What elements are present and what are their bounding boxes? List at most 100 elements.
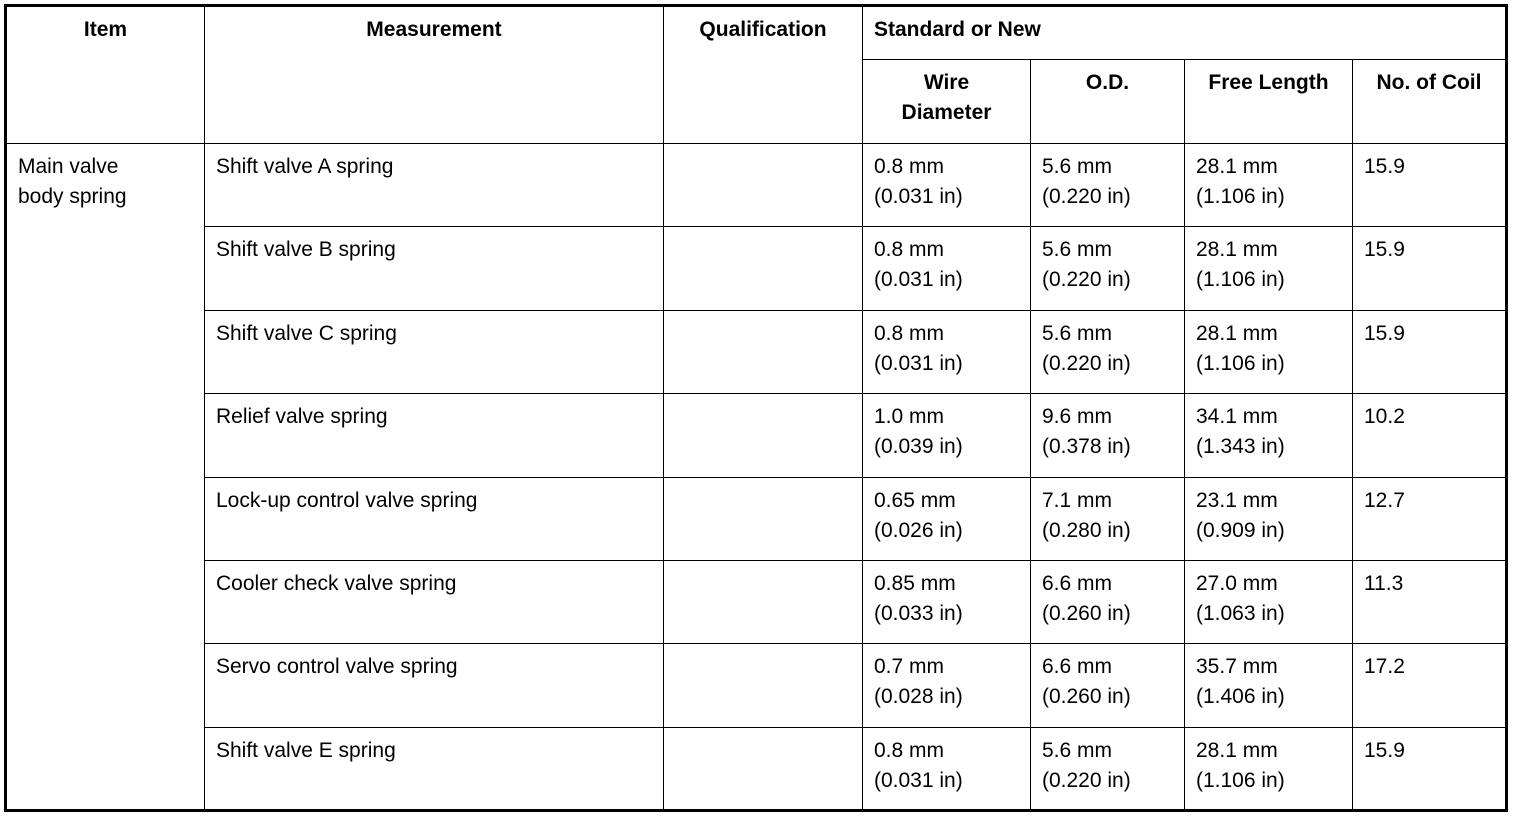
value-mm: 28.1 mm <box>1196 321 1278 345</box>
qualification-cell <box>663 643 863 728</box>
od-cell: 6.6 mm (0.260 in) <box>1030 559 1185 645</box>
value-mm: 28.1 mm <box>1196 155 1278 178</box>
value-mm: 0.7 mm <box>874 655 945 679</box>
length-cell: 27.0 mm (1.063 in) <box>1184 559 1353 645</box>
qualification-cell <box>663 726 863 812</box>
wire-cell: 0.8 mm (0.031 in) <box>862 726 1031 812</box>
qualification-cell <box>663 226 863 311</box>
table-row: Shift valve C spring 0.8 mm (0.031 in) 5.6 … <box>6 309 1507 395</box>
header-coils: No. of Coil <box>1352 59 1507 144</box>
value-mm: 6.6 mm <box>1042 655 1113 679</box>
value-in: (0.280 in) <box>1042 518 1131 542</box>
od-cell: 5.6 mm (0.220 in) <box>1030 226 1185 311</box>
qualification-cell <box>663 559 863 645</box>
coils-cell: 17.2 <box>1352 643 1507 728</box>
od-cell: 5.6 mm (0.220 in) <box>1030 309 1185 395</box>
qualification-cell <box>663 476 863 561</box>
value-in: (1.106 in) <box>1196 268 1285 292</box>
value-in: (0.220 in) <box>1042 185 1131 208</box>
measurement-cell: Shift valve B spring <box>204 226 664 311</box>
table-row: Cooler check valve spring 0.85 mm (0.033 i… <box>6 559 1507 645</box>
header-measurement: Measurement <box>204 5 664 144</box>
wire-cell: 0.7 mm (0.028 in) <box>862 643 1031 728</box>
value-in: (0.378 in) <box>1042 435 1131 459</box>
value-in: (0.033 in) <box>874 601 963 625</box>
length-cell: 34.1 mm (1.343 in) <box>1184 393 1353 478</box>
od-cell: 9.6 mm (0.378 in) <box>1030 393 1185 478</box>
value-mm: 0.8 mm <box>874 238 945 262</box>
value-mm: 0.85 mm <box>874 571 956 595</box>
value-in: (0.260 in) <box>1042 685 1131 709</box>
value-mm: 0.8 mm <box>874 321 945 345</box>
table-row: Servo control valve spring 0.7 mm (0.028 i… <box>6 643 1507 728</box>
od-cell: 5.6 mm (0.220 in) <box>1030 726 1185 812</box>
header-row: Item Measurement Qualification Standard … <box>5 5 1507 144</box>
table-row: Relief valve spring 1.0 mm (0.039 in) 9.6 m… <box>6 393 1507 478</box>
measurement-cell: Shift valve E spring <box>204 726 664 812</box>
qualification-cell <box>663 309 863 395</box>
od-cell: 6.6 mm (0.260 in) <box>1030 643 1185 728</box>
table-row: Lock-up control valve spring 0.65 mm (0.02… <box>6 476 1507 561</box>
header-od: O.D. <box>1030 59 1185 144</box>
value-in: (0.026 in) <box>874 518 963 542</box>
value-mm: 34.1 mm <box>1196 405 1278 429</box>
item-line: Main valve <box>18 155 119 178</box>
value-mm: 0.8 mm <box>874 738 945 762</box>
table-row: Main valve body spring Shift valve A sprin… <box>5 142 1507 811</box>
wire-cell: 0.8 mm (0.031 in) <box>862 309 1031 395</box>
coils-cell: 15.9 <box>1352 726 1507 812</box>
value-in: (1.406 in) <box>1196 685 1285 709</box>
od-cell: 7.1 mm (0.280 in) <box>1030 476 1185 561</box>
measurement-cell: Relief valve spring <box>204 393 664 478</box>
coils-cell: 12.7 <box>1352 476 1507 561</box>
length-cell: 35.7 mm (1.406 in) <box>1184 643 1353 728</box>
table-row: Shift valve E spring 0.8 mm (0.031 in) 5.6 … <box>6 726 1507 812</box>
value-in: (0.909 in) <box>1196 518 1285 542</box>
length-cell: 28.1 mm (1.106 in) <box>1184 226 1353 311</box>
wire-cell: 0.65 mm (0.026 in) <box>862 476 1031 561</box>
value-mm: 0.8 mm <box>874 155 945 178</box>
length-cell: 28.1 mm (1.106 in) <box>1184 726 1353 812</box>
value-in: (0.031 in) <box>874 185 963 208</box>
subheader-row: Wire Diameter O.D. Free Length No. of Coi… <box>6 59 1507 144</box>
value-mm: 35.7 mm <box>1196 655 1278 679</box>
value-in: (0.031 in) <box>874 768 963 792</box>
header-item: Item <box>5 5 205 144</box>
od-cell: 5.6 mm (0.220 in) <box>1030 142 1185 228</box>
value-in: (0.031 in) <box>874 351 963 375</box>
value-in: (0.031 in) <box>874 268 963 292</box>
value-in: (0.260 in) <box>1042 601 1131 625</box>
value-mm: 5.6 mm <box>1042 155 1113 178</box>
table-row: Shift valve B spring 0.8 mm (0.031 in) 5.6 … <box>6 226 1507 311</box>
header-qualification: Qualification <box>663 5 863 144</box>
coils-cell: 15.9 <box>1352 226 1507 311</box>
value-in: (0.220 in) <box>1042 768 1131 792</box>
coils-cell: 15.9 <box>1352 142 1507 228</box>
value-in: (1.063 in) <box>1196 601 1285 625</box>
value-mm: 28.1 mm <box>1196 238 1278 262</box>
value-in: (1.106 in) <box>1196 768 1285 792</box>
value-mm: 6.6 mm <box>1042 571 1113 595</box>
value-mm: 23.1 mm <box>1196 488 1278 512</box>
value-mm: 7.1 mm <box>1042 488 1113 512</box>
length-cell: 28.1 mm (1.106 in) <box>1184 309 1353 395</box>
value-in: (0.039 in) <box>874 435 963 459</box>
coils-cell: 10.2 <box>1352 393 1507 478</box>
value-mm: 1.0 mm <box>874 405 945 429</box>
measurement-cell: Lock-up control valve spring <box>204 476 664 561</box>
value-mm: 27.0 mm <box>1196 571 1278 595</box>
length-cell: 28.1 mm (1.106 in) <box>1184 142 1353 228</box>
measurement-cell: Shift valve A spring <box>204 142 664 228</box>
header-wire-diameter: Wire Diameter <box>862 59 1031 144</box>
wire-cell: 1.0 mm (0.039 in) <box>862 393 1031 478</box>
coils-cell: 15.9 <box>1352 309 1507 395</box>
qualification-cell <box>663 393 863 478</box>
coils-cell: 11.3 <box>1352 559 1507 645</box>
value-mm: 5.6 mm <box>1042 321 1113 345</box>
wire-cell: 0.8 mm (0.031 in) <box>862 226 1031 311</box>
item-cell: Main valve body spring <box>5 143 205 811</box>
value-in: (1.343 in) <box>1196 435 1285 459</box>
value-in: (1.106 in) <box>1196 185 1285 208</box>
value-mm: 28.1 mm <box>1196 738 1278 762</box>
header-line: Diameter <box>901 101 992 124</box>
